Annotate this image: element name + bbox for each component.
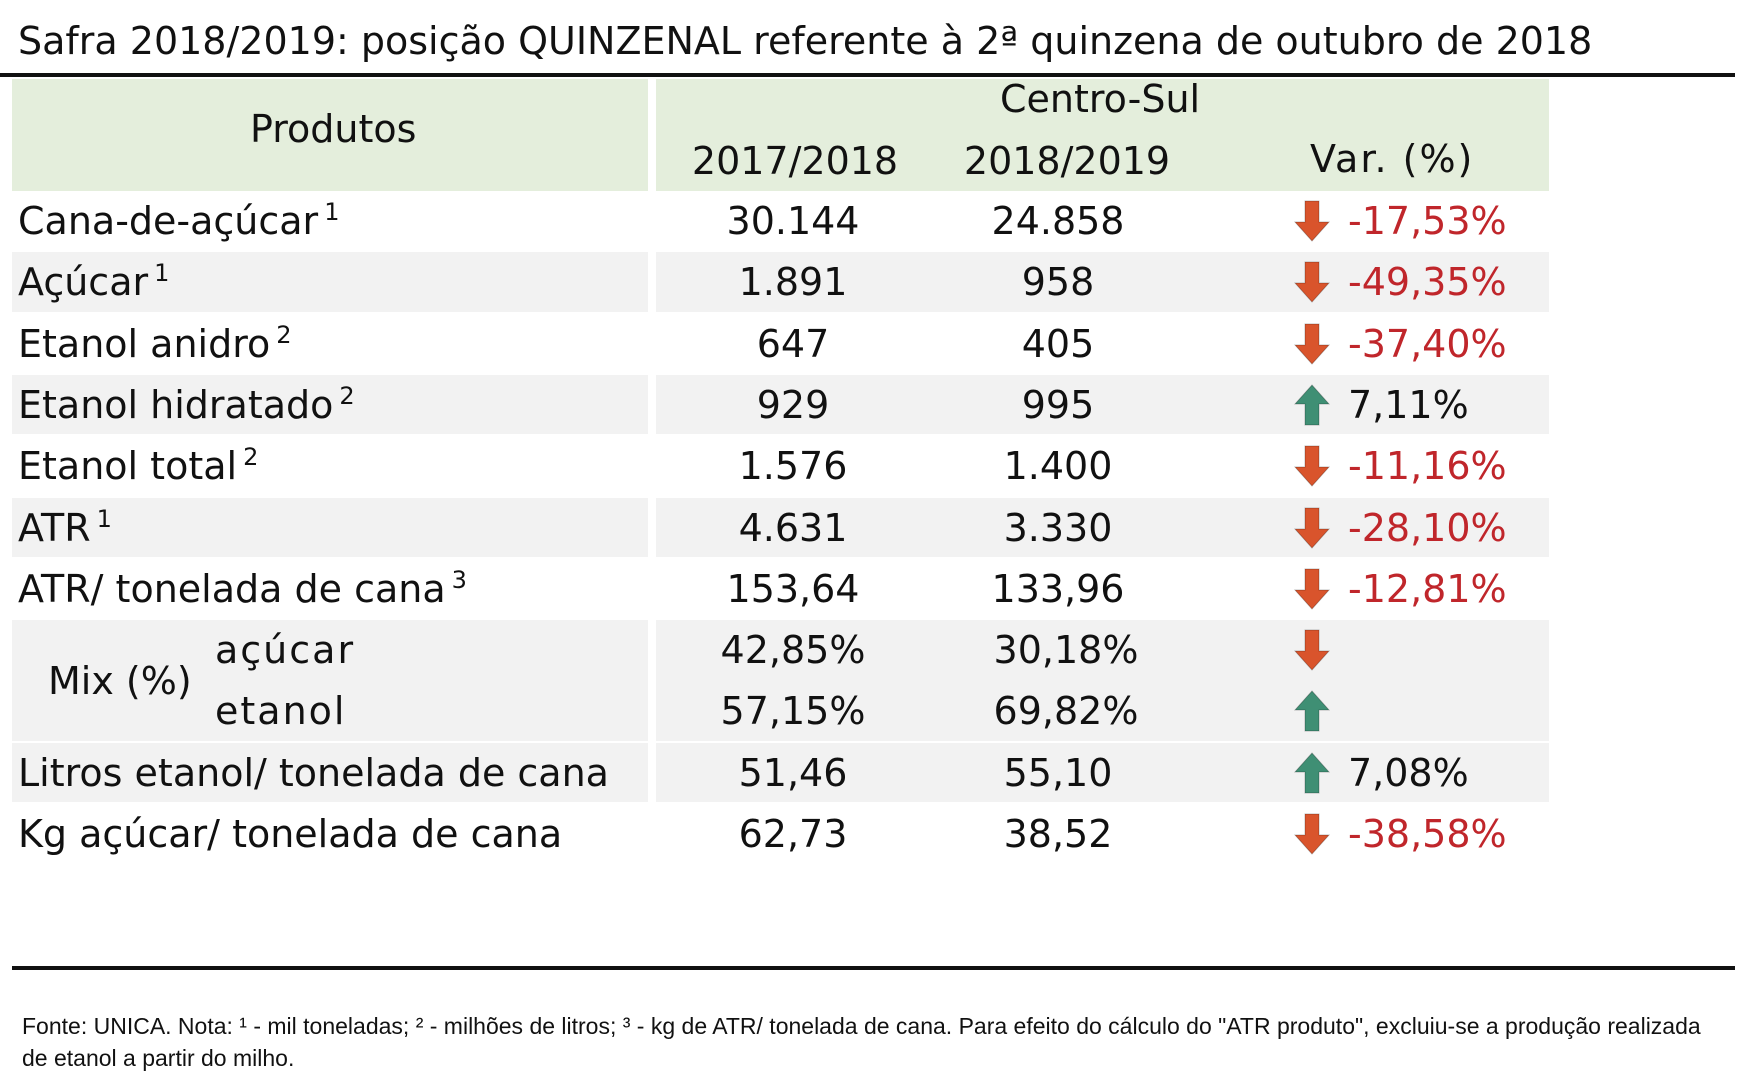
variation-value: -37,40% <box>1348 321 1507 366</box>
row-band <box>12 374 648 435</box>
row-label: Kg açúcar/ tonelada de cana <box>18 810 562 858</box>
arrow-down-icon <box>1294 200 1330 242</box>
footnote-marker: 2 <box>276 320 292 349</box>
row-label: Açúcar 1 <box>18 258 169 311</box>
variation-value: -38,58% <box>1348 812 1507 856</box>
mix-sub-label: etanol <box>215 689 347 734</box>
value-2018-2019: 995 <box>1021 382 1095 427</box>
value-2017-2018: 647 <box>756 321 830 366</box>
arrow-down-icon <box>1294 261 1330 304</box>
row-label: ATR 1 <box>18 504 112 557</box>
value-2018-2019: 133,96 <box>991 566 1125 611</box>
top-rule <box>0 73 1735 77</box>
value-2017-2018: 4.631 <box>738 505 848 550</box>
arrow-down-icon <box>1294 445 1330 487</box>
value-2018-2019: 405 <box>1021 321 1095 366</box>
value-2018-2019: 3.330 <box>1003 505 1113 550</box>
row-label-text: Etanol hidratado <box>18 382 334 427</box>
variation-value: -49,35% <box>1348 260 1507 305</box>
value-2017-2018: 1.891 <box>738 260 848 305</box>
mix-band <box>12 620 648 741</box>
variation-value: 7,11% <box>1348 382 1469 427</box>
footnote-marker: 1 <box>324 198 340 226</box>
header-var: Var. (%) <box>1310 137 1475 181</box>
mix-band-values <box>656 620 1549 741</box>
footnote: Fonte: UNICA. Nota: ¹ - mil toneladas; ²… <box>22 1013 1701 1071</box>
variation-value: 7,08% <box>1348 750 1469 795</box>
value-2017-2018: 1.576 <box>738 444 848 489</box>
value-2018-2019: 958 <box>1021 260 1095 305</box>
row-label-text: Etanol total <box>18 444 238 489</box>
row-label-text: ATR <box>18 505 91 550</box>
row-label: Cana-de-açúcar 1 <box>18 197 339 250</box>
variation-value: -11,16% <box>1348 444 1507 489</box>
arrow-down-icon <box>1294 323 1330 365</box>
row-label-text: Etanol anidro <box>18 321 271 366</box>
row-label: Etanol total 2 <box>18 442 258 495</box>
row-label: Etanol hidratado 2 <box>18 381 355 434</box>
header-region: Centro-Sul <box>1000 77 1201 121</box>
variation-value: -12,81% <box>1348 566 1507 611</box>
arrow-down-icon <box>1294 813 1330 855</box>
row-label-text: Kg açúcar/ tonelada de cana <box>18 812 563 856</box>
value-2018-2019: 1.400 <box>1003 444 1113 489</box>
value-2018-2019: 30,18% <box>993 628 1139 673</box>
row-band <box>12 497 648 557</box>
variation-value: -28,10% <box>1348 505 1507 550</box>
row-band-values <box>656 497 1549 557</box>
value-2018-2019: 55,10 <box>1003 750 1113 795</box>
arrow-up-icon <box>1294 384 1330 426</box>
row-band <box>12 742 648 802</box>
row-label-text: Litros etanol/ tonelada de cana <box>18 750 609 795</box>
arrow-down-icon <box>1294 568 1330 610</box>
header-col-2017-2018: 2017/2018 <box>691 139 899 183</box>
arrow-down-icon <box>1294 507 1330 549</box>
row-label-text: Açúcar <box>18 260 149 305</box>
footnote-marker: 1 <box>154 259 170 288</box>
row-label-text: ATR/ tonelada de cana <box>18 566 446 611</box>
arrow-up-icon <box>1294 751 1330 794</box>
row-band-values <box>656 742 1549 802</box>
footnote-marker: 2 <box>339 381 355 410</box>
value-2017-2018: 51,46 <box>738 750 848 795</box>
footnote-marker: 2 <box>243 443 259 472</box>
value-2017-2018: 153,64 <box>726 566 860 611</box>
header-produtos: Produtos <box>250 107 417 151</box>
bottom-rule <box>12 966 1735 970</box>
row-label: ATR/ tonelada de cana 3 <box>18 565 467 618</box>
footnote-marker: 3 <box>451 565 467 594</box>
value-2017-2018: 62,73 <box>738 812 848 856</box>
row-band <box>12 252 648 312</box>
value-2018-2019: 24.858 <box>991 199 1125 243</box>
variation-value: -17,53% <box>1348 199 1507 243</box>
row-label: Etanol anidro 2 <box>18 320 292 373</box>
value-2017-2018: 57,15% <box>720 689 866 734</box>
header-produtos-bg <box>12 79 648 191</box>
value-2017-2018: 929 <box>756 382 830 427</box>
value-2018-2019: 69,82% <box>993 689 1139 734</box>
row-label: Litros etanol/ tonelada de cana <box>18 749 609 797</box>
header-col-2018-2019: 2018/2019 <box>963 139 1171 183</box>
mix-label: Mix (%) <box>48 658 192 703</box>
value-2018-2019: 38,52 <box>1003 812 1113 856</box>
footnote-marker: 1 <box>96 504 112 533</box>
arrow-up-icon <box>1294 690 1330 732</box>
row-band-values <box>656 252 1549 312</box>
arrow-down-icon <box>1294 629 1330 671</box>
page-title: Safra 2018/2019: posição QUINZENAL refer… <box>18 19 1593 63</box>
value-2017-2018: 30.144 <box>726 199 860 243</box>
mix-sub-label: açúcar <box>215 628 356 673</box>
row-band-values <box>656 374 1549 435</box>
value-2017-2018: 42,85% <box>720 628 866 673</box>
row-label-text: Cana-de-açúcar <box>18 199 319 243</box>
header-values-bg <box>656 79 1549 191</box>
